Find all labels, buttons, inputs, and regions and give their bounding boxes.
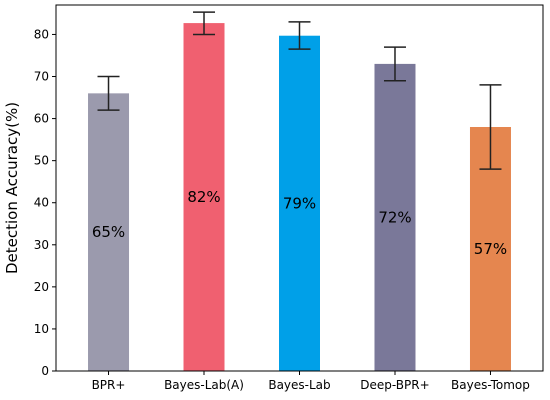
x-axis: BPR+ Bayes-Lab(A) Bayes-Lab Deep-BPR+ Bayes-… <box>92 371 530 392</box>
y-tick-label: 60 <box>34 112 49 126</box>
bar-value-label: 79% <box>283 194 316 212</box>
error-bar <box>193 11 216 36</box>
x-tick-label: BPR+ <box>92 378 126 392</box>
bar-bayes-lab-a <box>183 23 225 371</box>
bar-value-label: 72% <box>378 208 411 226</box>
bar-value-label: 65% <box>92 223 125 241</box>
y-tick-label: 80 <box>34 27 49 41</box>
x-tick-label: Deep-BPR+ <box>360 378 429 392</box>
x-tick-label: Bayes-Lab <box>268 378 330 392</box>
y-tick-label: 50 <box>34 154 49 168</box>
y-tick-label: 40 <box>34 196 49 210</box>
y-tick-label: 0 <box>41 364 49 378</box>
x-tick-label: Bayes-Lab(A) <box>164 378 244 392</box>
bar-value-label: 82% <box>187 188 220 206</box>
bar-bpr <box>88 93 130 372</box>
y-axis: 0 10 20 30 40 50 60 70 80 <box>34 27 56 378</box>
plot-area: 65% 82% 79% 72% 57% <box>55 4 544 372</box>
error-bars <box>97 11 502 170</box>
y-axis-title: Detection Accuracy(%) <box>3 102 21 274</box>
y-tick-label: 70 <box>34 70 49 84</box>
y-tick-label: 20 <box>34 280 49 294</box>
bar-value-label: 57% <box>474 240 507 258</box>
bar-deep-bpr <box>374 63 416 372</box>
bar-bayes-lab <box>279 35 320 371</box>
data-labels: 65% 82% 79% 72% 57% <box>92 188 507 258</box>
error-bar <box>479 84 502 170</box>
y-tick-label: 30 <box>34 238 49 252</box>
error-bar <box>288 21 311 50</box>
x-tick-label: Bayes-Tomop <box>451 378 530 392</box>
error-bar <box>97 75 120 111</box>
y-tick-label: 10 <box>34 322 49 336</box>
error-bar <box>383 46 406 82</box>
bars <box>88 23 511 372</box>
